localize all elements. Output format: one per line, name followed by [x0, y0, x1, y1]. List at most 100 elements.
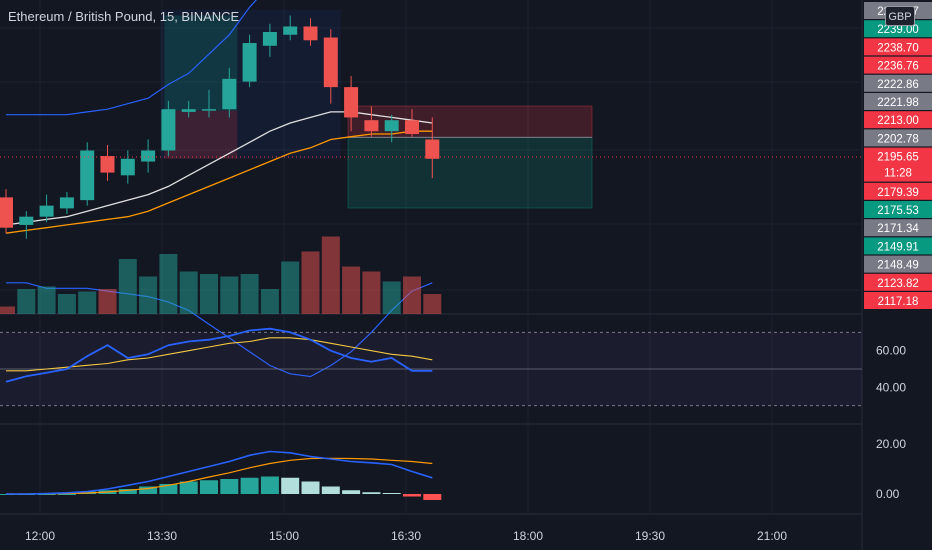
price-tag[interactable] — [864, 201, 932, 218]
volume-bar — [179, 271, 198, 314]
price-tag[interactable] — [864, 56, 932, 74]
volume-bar — [0, 306, 15, 314]
candle-body[interactable] — [39, 205, 54, 217]
candle-body[interactable] — [222, 78, 237, 110]
candle-body[interactable] — [202, 109, 216, 111]
rsi-pane[interactable] — [0, 327, 862, 407]
price-tag[interactable] — [864, 147, 932, 182]
macd-signal-line — [6, 457, 433, 495]
candle-body[interactable] — [242, 43, 257, 82]
price-tag-label: 2123.82 — [877, 278, 919, 290]
price-tag[interactable] — [864, 20, 932, 38]
macd-histogram-bar — [37, 494, 56, 495]
macd-histogram-bar — [321, 486, 340, 494]
macd-pane[interactable] — [0, 450, 442, 501]
volume-bar — [37, 286, 56, 314]
position-stop-zone[interactable] — [164, 110, 238, 159]
candle-body[interactable] — [100, 156, 115, 173]
macd-histogram-bar — [200, 480, 218, 494]
candle-body[interactable] — [344, 87, 359, 118]
currency-button[interactable]: GBP — [885, 6, 915, 26]
candle-body[interactable] — [0, 197, 13, 228]
volume-bar — [139, 276, 158, 314]
price-tag[interactable] — [864, 219, 932, 237]
candle-body[interactable] — [262, 32, 277, 46]
macd-histogram-bar — [423, 494, 442, 500]
candle-body[interactable] — [80, 150, 95, 201]
candle-body[interactable] — [19, 216, 34, 225]
macd-histogram-bar — [179, 481, 198, 494]
rsi-signal-line — [6, 337, 433, 372]
volume-bar — [281, 261, 300, 314]
price-tag-label: 2222.86 — [877, 79, 919, 91]
time-axis[interactable]: 12:00 13:30 15:00 16:30 18:00 19:30 21:00 — [25, 529, 787, 543]
volume-bar — [57, 294, 76, 314]
symbol-title[interactable]: Ethereum / British Pound, 15, BINANCE — [8, 9, 240, 24]
time-axis-label: 12:00 — [25, 529, 55, 543]
price-tag[interactable] — [864, 38, 932, 56]
candle-body[interactable] — [303, 26, 318, 41]
price-tag-countdown: 11:28 — [884, 168, 912, 180]
macd-axis-label: 0.00 — [876, 487, 900, 501]
candle-body[interactable] — [364, 120, 379, 132]
volume-bar — [423, 294, 442, 314]
price-tag-label: 2117.18 — [878, 296, 919, 308]
price-scale[interactable]: 2259.572239.002238.702236.762222.862221.… — [863, 0, 932, 550]
price-tag[interactable] — [864, 255, 932, 273]
price-tag-label: 2179.39 — [877, 187, 919, 199]
candle-body[interactable] — [425, 139, 440, 159]
moving-average-orange — [5, 130, 433, 234]
macd-histogram-bar — [57, 494, 76, 495]
price-tag-label: 2195.65 — [877, 152, 919, 164]
price-tag-label: 2148.49 — [877, 260, 919, 272]
volume-bar — [260, 289, 279, 314]
candle-body[interactable] — [384, 120, 399, 132]
macd-histogram-bar — [281, 477, 300, 494]
price-tag[interactable] — [864, 292, 932, 309]
candle-body[interactable] — [283, 26, 298, 35]
macd-histogram-bar — [240, 477, 259, 494]
price-tag[interactable] — [864, 111, 932, 129]
volume-bar — [362, 271, 381, 314]
volume-bar — [118, 259, 137, 314]
candle-body[interactable] — [141, 150, 156, 162]
volume-bar — [200, 274, 218, 314]
time-axis-label: 18:00 — [513, 529, 543, 543]
candle-body[interactable] — [161, 109, 176, 151]
price-tag-label: 2149.91 — [877, 241, 919, 253]
price-tag[interactable] — [864, 74, 932, 92]
macd-histogram-bar — [342, 490, 361, 494]
price-tag-label: 2221.98 — [877, 97, 919, 109]
macd-histogram-bar — [118, 489, 137, 494]
rsi-axis-label: 60.00 — [876, 344, 906, 358]
moving-average-white — [5, 111, 433, 226]
macd-line — [6, 450, 433, 495]
candle-body[interactable] — [120, 158, 135, 176]
volume-bar — [342, 266, 361, 314]
price-tag[interactable] — [864, 129, 932, 147]
price-tag-label: 2202.78 — [877, 133, 919, 145]
bollinger-lower-band — [6, 282, 433, 378]
candle-body[interactable] — [323, 37, 338, 88]
volume-bar — [382, 281, 401, 314]
price-tag-label: 2213.00 — [877, 115, 919, 127]
price-tag[interactable] — [864, 93, 932, 110]
position-stop-zone[interactable] — [347, 105, 593, 138]
candle-body[interactable] — [59, 197, 74, 209]
time-axis-label: 16:30 — [391, 529, 421, 543]
candle-body[interactable] — [181, 109, 196, 112]
macd-histogram-bar — [139, 486, 158, 494]
volume-bar — [240, 274, 259, 314]
price-tag[interactable] — [864, 237, 932, 255]
macd-histogram-bar — [159, 484, 178, 494]
price-tag[interactable] — [864, 182, 932, 200]
time-axis-label: 13:30 — [147, 529, 177, 543]
volume-bar — [321, 236, 340, 314]
position-target-zone[interactable] — [347, 136, 593, 209]
candle-body[interactable] — [405, 120, 419, 134]
price-tag[interactable] — [864, 273, 932, 291]
price-tag-label: 2171.34 — [877, 223, 919, 235]
time-axis-label: 19:30 — [635, 529, 665, 543]
main-price-pane[interactable] — [0, 0, 862, 514]
